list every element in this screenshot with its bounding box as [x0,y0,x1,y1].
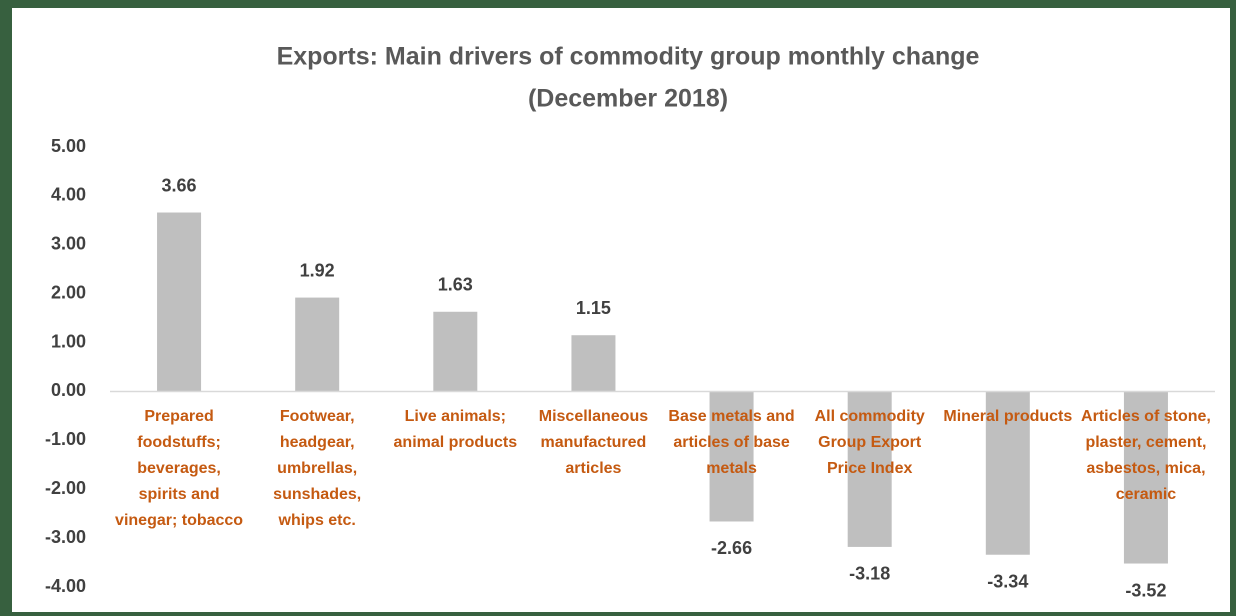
value-label: -2.66 [711,538,752,558]
bar [295,297,340,392]
x-tick-label: Footwear, headgear, umbrellas, sunshades… [273,408,362,530]
y-tick-label: 1.00 [51,331,86,351]
value-label: -3.52 [1125,580,1166,600]
y-tick-label: 4.00 [51,185,86,205]
value-label: 1.63 [438,275,473,295]
bar [571,335,616,392]
y-tick-label: -3.00 [45,527,86,547]
value-label: -3.34 [987,571,1028,591]
x-tick-label: Miscellaneous manufactured articles [538,408,649,478]
bar [433,311,478,392]
x-tick-label: Prepared foodstuffs; beverages, spirits … [115,408,244,530]
y-tick-label: 2.00 [51,282,86,302]
bar [985,391,1030,555]
y-tick-label: 3.00 [51,234,86,254]
bar [847,391,892,547]
x-tick-label: All commodity Group Export Price Index [814,408,925,478]
y-tick-label: -1.00 [45,429,86,449]
x-tick-label: Base metals and articles of base metals [668,408,795,478]
value-label: 1.92 [300,260,335,280]
bar [157,212,202,392]
bar [709,391,754,522]
chart-subtitle: (December 2018) [528,85,728,113]
bar [1123,391,1168,564]
x-tick-label: Mineral products [943,408,1073,426]
x-tick-label: Live animals; animal products [393,408,518,452]
x-tick-label: Articles of stone, plaster, cement, asbe… [1081,408,1211,504]
y-tick-label: -2.00 [45,478,86,498]
y-tick-label: 0.00 [51,380,86,400]
value-label: -3.18 [849,564,890,584]
value-label: 1.15 [576,298,611,318]
chart-title: Exports: Main drivers of commodity group… [277,43,980,71]
y-tick-label: -4.00 [45,576,86,596]
value-label: 3.66 [162,175,197,195]
y-tick-label: 5.00 [51,136,86,156]
